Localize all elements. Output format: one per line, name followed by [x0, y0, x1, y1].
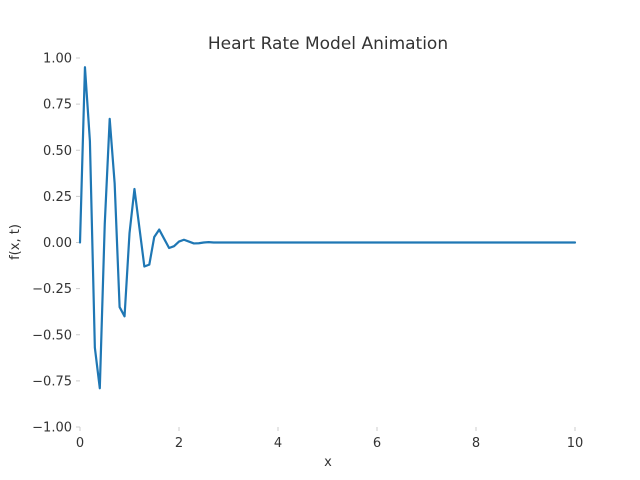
- x-tick-label: 0: [76, 436, 84, 451]
- x-tick-label: 4: [274, 436, 282, 451]
- y-axis: 1.00 0.75 0.50 0.25 0.00 −0.25 −0.50 −0.75 −1.00: [32, 52, 80, 436]
- y-tick-label: −0.25: [32, 282, 72, 297]
- y-tick-label: 0.25: [43, 190, 72, 205]
- y-tick-label: −0.50: [32, 328, 72, 343]
- x-axis-label: x: [324, 455, 332, 470]
- series-line: [78, 66, 577, 390]
- y-tick-label: 0.75: [43, 98, 72, 113]
- plot-area: [78, 66, 577, 390]
- y-tick-label: 0.00: [43, 236, 72, 251]
- x-axis: 0 2 4 6 8 10: [76, 427, 583, 451]
- x-tick-label: 8: [472, 436, 480, 451]
- y-tick-label: −0.75: [32, 374, 72, 389]
- y-tick-label: 1.00: [43, 52, 72, 67]
- y-axis-label: f(x, t): [8, 224, 23, 260]
- x-tick-label: 2: [175, 436, 183, 451]
- y-tick-label: 0.50: [43, 144, 72, 159]
- x-tick-label: 10: [567, 436, 584, 451]
- x-tick-label: 6: [373, 436, 381, 451]
- y-tick-label: −1.00: [32, 421, 72, 436]
- chart-title: Heart Rate Model Animation: [208, 34, 448, 54]
